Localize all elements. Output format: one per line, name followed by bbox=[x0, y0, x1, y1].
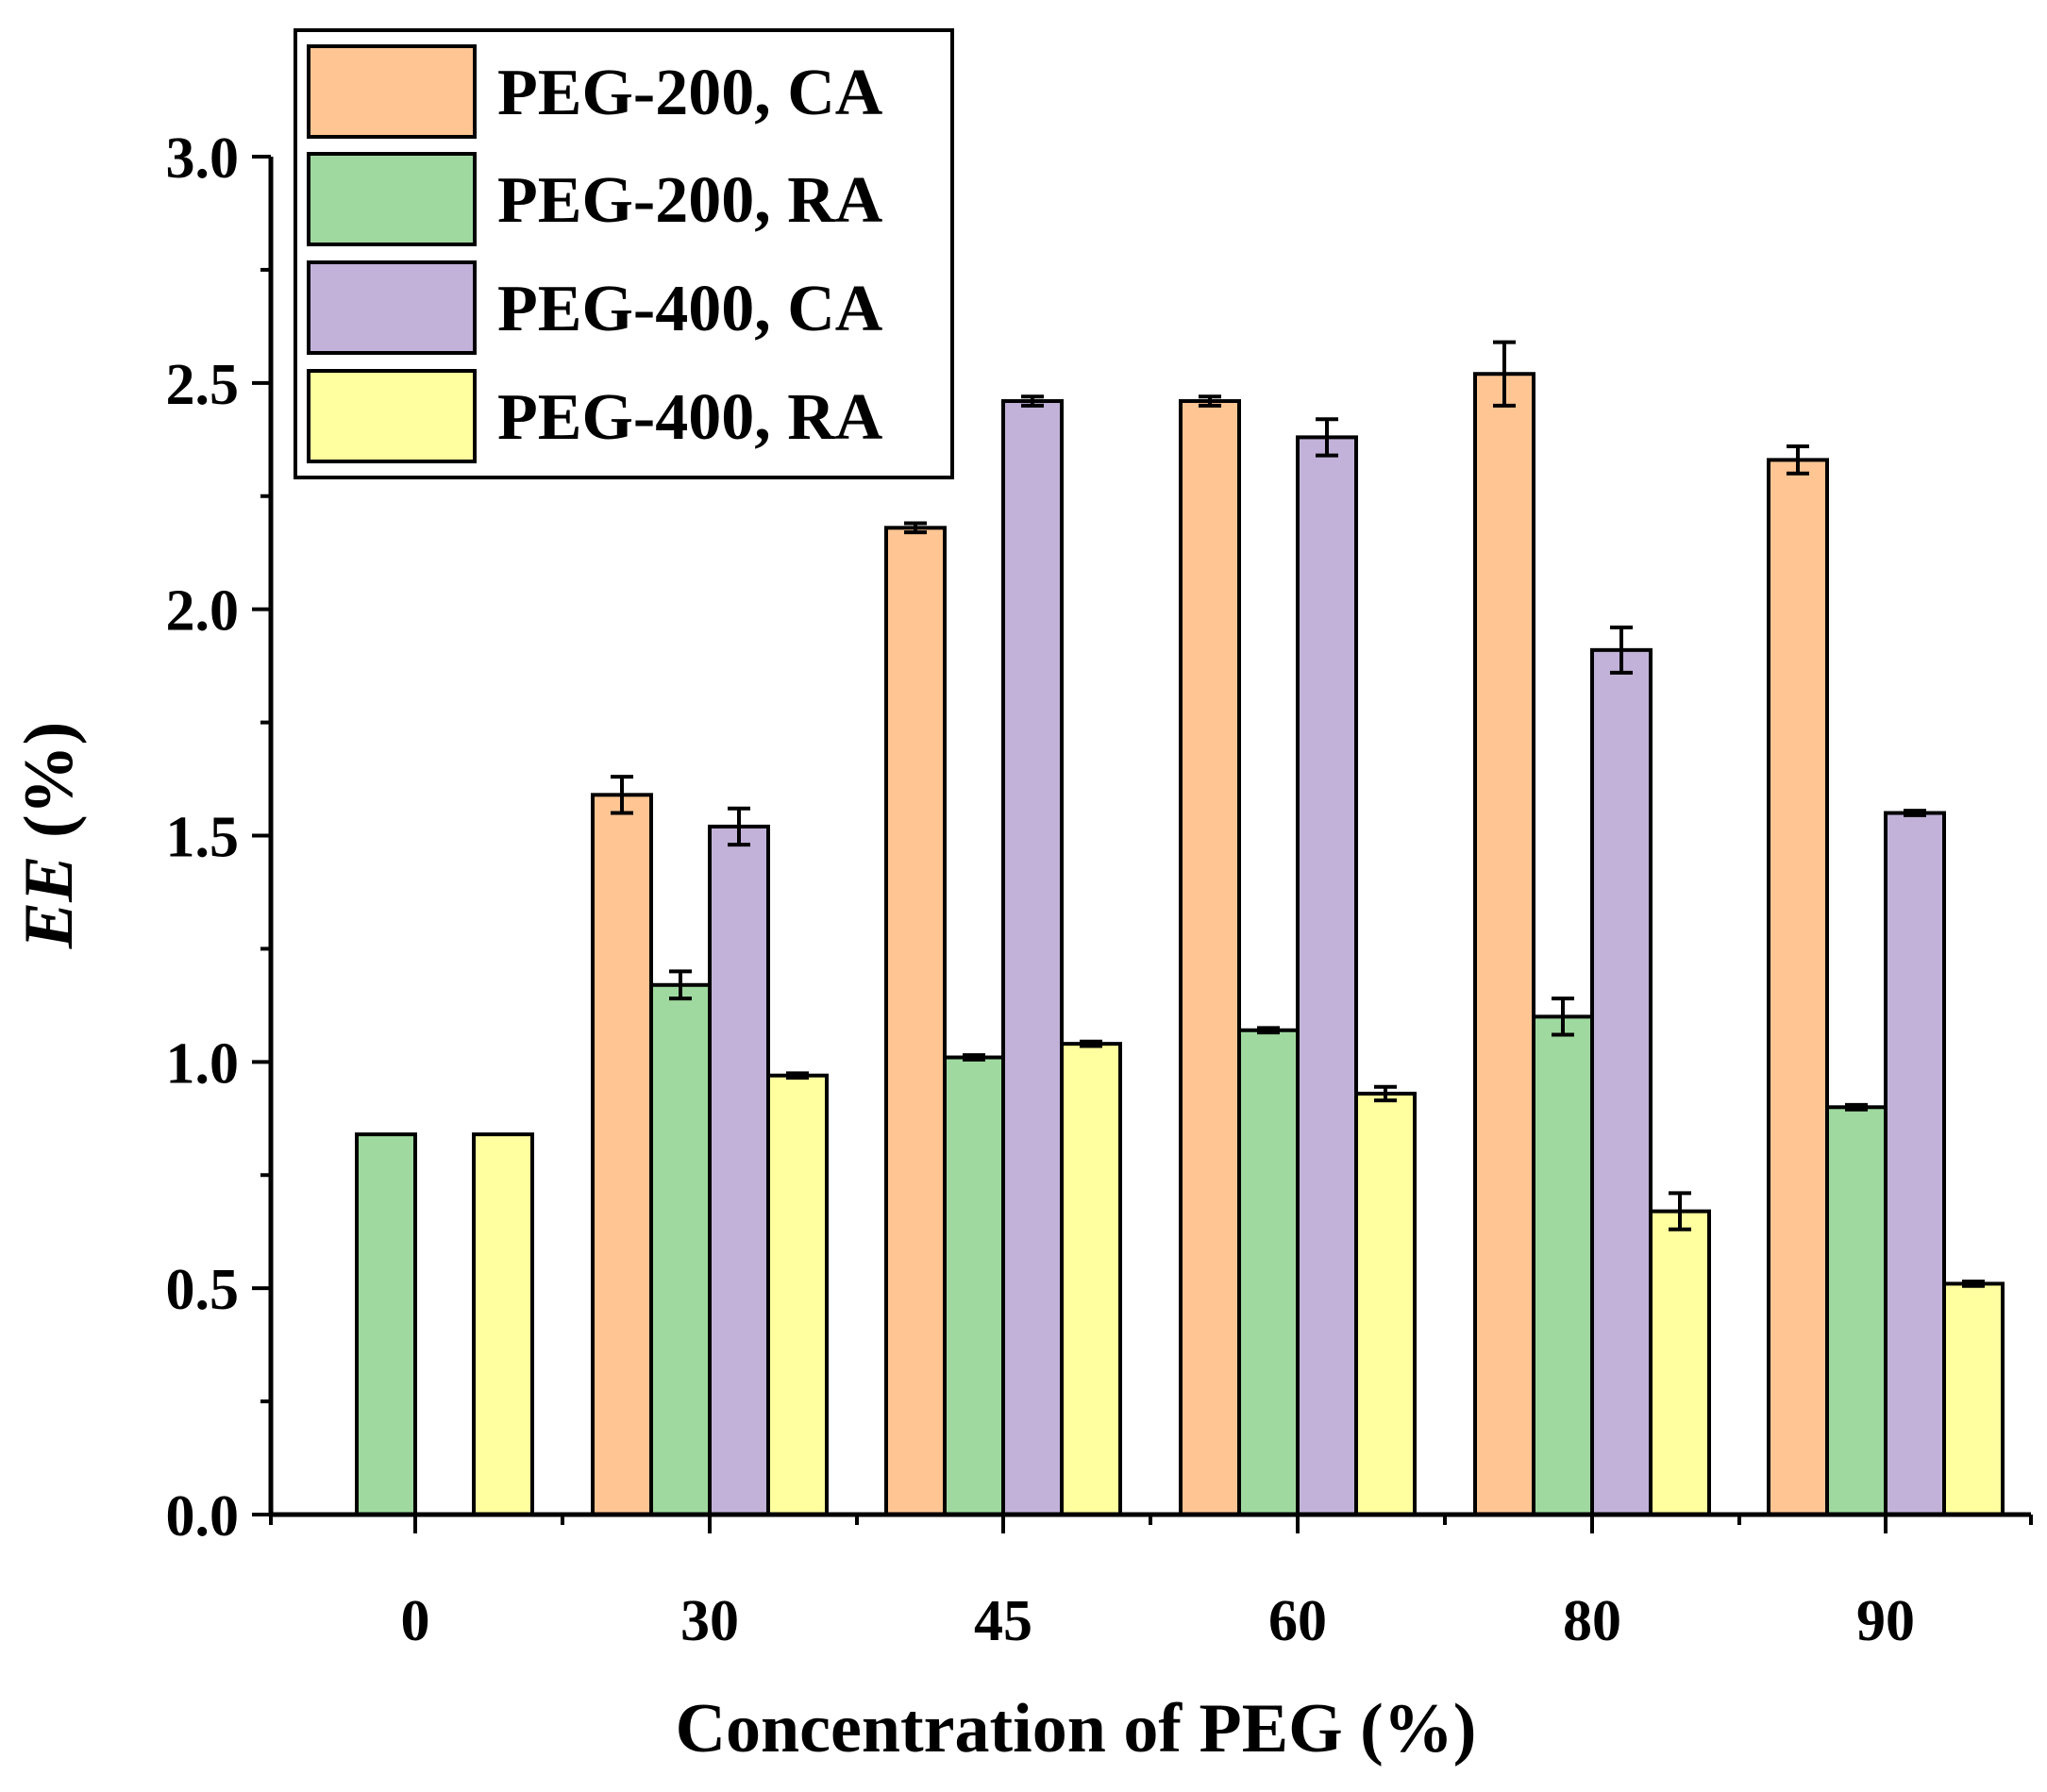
errorbar-s3-80 bbox=[1610, 625, 1633, 675]
errorbar-s3-90 bbox=[1904, 809, 1926, 817]
x-tick-label: 90 bbox=[1856, 1589, 1915, 1653]
bar-s4-90 bbox=[1942, 1281, 2005, 1516]
series-1 bbox=[591, 340, 1829, 1516]
bar-s4-60 bbox=[1354, 1091, 1417, 1517]
x-tick-label: 45 bbox=[974, 1589, 1032, 1653]
errorbar-s1-60 bbox=[1199, 394, 1221, 408]
bar-s2-80 bbox=[1532, 1014, 1594, 1517]
y-axis-title-unit: (%) bbox=[10, 722, 88, 856]
y-tick-label: 0.0 bbox=[166, 1484, 240, 1549]
errorbar-s2-45 bbox=[963, 1053, 985, 1062]
y-tick-label: 3.0 bbox=[166, 126, 240, 191]
legend-item-2: PEG-200, RA bbox=[307, 152, 883, 246]
legend-swatch bbox=[307, 44, 477, 139]
bar-s3-60 bbox=[1296, 435, 1358, 1517]
x-tick-label: 60 bbox=[1268, 1589, 1327, 1653]
errorbar-s2-60 bbox=[1257, 1026, 1280, 1035]
errorbar-s4-45 bbox=[1080, 1039, 1102, 1048]
legend-label: PEG-200, CA bbox=[497, 57, 883, 129]
y-tick-label: 2.0 bbox=[166, 579, 240, 644]
errorbar-s4-90 bbox=[1962, 1279, 1985, 1288]
legend-item-4: PEG-400, RA bbox=[307, 369, 883, 463]
legend: PEG-200, CA PEG-200, RA PEG-400, CA PEG-400… bbox=[294, 28, 954, 479]
y-axis-title: EE (%) bbox=[10, 722, 88, 950]
errorbar-s1-45 bbox=[904, 521, 927, 535]
bar-s1-45 bbox=[884, 526, 947, 1516]
x-tick-label: 0 bbox=[401, 1589, 430, 1653]
bar-s2-0 bbox=[355, 1132, 417, 1516]
legend-label: PEG-400, CA bbox=[497, 273, 883, 345]
bar-s1-30 bbox=[591, 793, 653, 1516]
bar-s3-30 bbox=[708, 824, 770, 1516]
y-tick-label: 0.5 bbox=[166, 1258, 240, 1322]
y-tick-label: 1.0 bbox=[166, 1031, 240, 1096]
x-tick-label: 80 bbox=[1563, 1589, 1621, 1653]
errorbar-s4-30 bbox=[786, 1071, 809, 1080]
bars-layer bbox=[355, 340, 2005, 1517]
legend-item-3: PEG-400, CA bbox=[307, 260, 883, 355]
legend-swatch bbox=[307, 152, 477, 246]
x-axis-title: Concentration of PEG (%) bbox=[676, 1690, 1477, 1767]
errorbar-s2-80 bbox=[1552, 996, 1574, 1037]
y-tick-label: 2.5 bbox=[166, 353, 240, 417]
errorbar-s4-80 bbox=[1669, 1191, 1691, 1231]
bar-s3-90 bbox=[1884, 811, 1946, 1516]
errorbar-s1-80 bbox=[1493, 340, 1516, 408]
ticks-layer: 0.0 0.5 1.0 1.5 2.0 2.5 3.0 0 30 45 60 80 90 bbox=[166, 126, 2033, 1653]
y-axis-title-italic: EE bbox=[10, 856, 88, 950]
bar-s1-90 bbox=[1767, 458, 1829, 1516]
bar-s2-90 bbox=[1825, 1105, 1888, 1517]
bar-s4-0 bbox=[472, 1132, 534, 1516]
legend-swatch bbox=[307, 260, 477, 355]
errorbar-s3-30 bbox=[728, 806, 750, 847]
bar-s2-45 bbox=[943, 1055, 1005, 1516]
errorbar-s3-60 bbox=[1316, 417, 1338, 458]
legend-swatch bbox=[307, 369, 477, 463]
x-tick-label: 30 bbox=[680, 1589, 739, 1653]
errorbar-s2-30 bbox=[669, 969, 692, 1001]
errorbar-s1-30 bbox=[611, 775, 633, 815]
bar-s3-45 bbox=[1001, 399, 1064, 1516]
bar-s4-30 bbox=[766, 1073, 829, 1517]
legend-label: PEG-200, RA bbox=[497, 164, 883, 237]
bar-s1-80 bbox=[1473, 372, 1535, 1516]
errorbar-s1-90 bbox=[1787, 444, 1809, 476]
errorbar-s2-90 bbox=[1845, 1102, 1868, 1112]
y-tick-label: 1.5 bbox=[166, 806, 240, 870]
bar-s1-60 bbox=[1179, 399, 1241, 1516]
legend-label: PEG-400, RA bbox=[497, 381, 883, 454]
legend-item-1: PEG-200, CA bbox=[307, 44, 883, 139]
bar-s3-80 bbox=[1590, 647, 1653, 1516]
errorbar-s4-60 bbox=[1374, 1084, 1397, 1103]
bar-s2-60 bbox=[1237, 1028, 1300, 1517]
series-3 bbox=[708, 394, 1946, 1517]
series-4 bbox=[472, 1039, 2005, 1517]
errorbar-s3-45 bbox=[1021, 394, 1044, 408]
bar-s4-45 bbox=[1060, 1042, 1122, 1516]
bar-s2-30 bbox=[649, 982, 712, 1517]
bar-s4-80 bbox=[1649, 1209, 1711, 1516]
